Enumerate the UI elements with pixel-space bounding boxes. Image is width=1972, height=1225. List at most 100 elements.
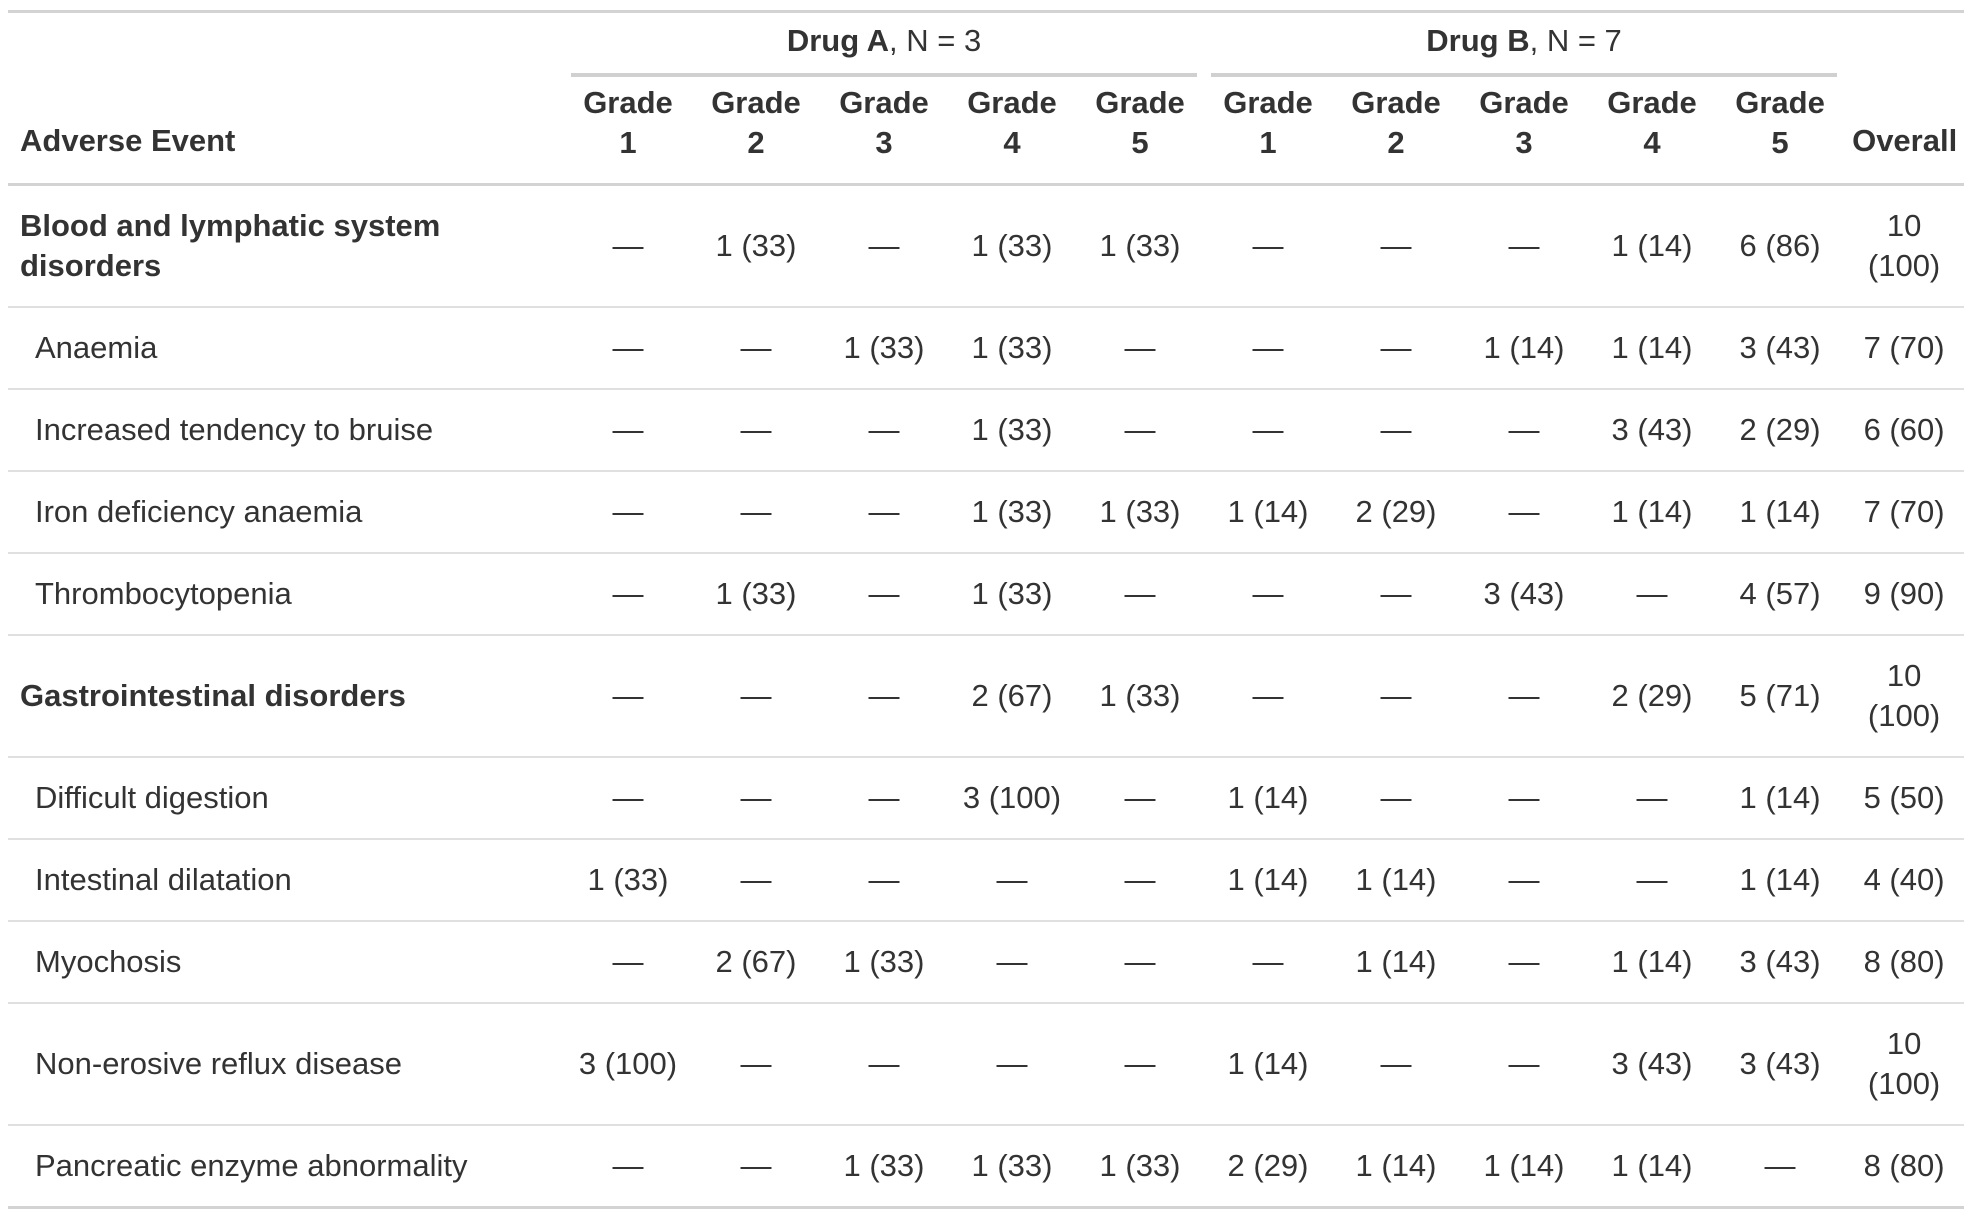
- table-cell: —: [612, 576, 644, 611]
- table-cell: 1 (14): [1611, 330, 1693, 365]
- table-cell: —: [1124, 780, 1156, 815]
- grade-column-header: Grade 2: [692, 77, 820, 185]
- grade-number: 5: [1771, 125, 1789, 160]
- table-cell: —: [612, 330, 644, 365]
- table-cell: —: [612, 678, 644, 713]
- row-label: Pancreatic enzyme abnormality: [35, 1148, 468, 1183]
- table-cell: 4 (57): [1739, 576, 1821, 611]
- table-cell: 2 (29): [1611, 678, 1693, 713]
- row-label: Myochosis: [35, 944, 182, 979]
- row-label: Gastrointestinal disorders: [20, 678, 406, 713]
- grade-column-header: Grade 5: [1716, 77, 1844, 185]
- table-cell: —: [1636, 780, 1668, 815]
- table-cell: 1 (14): [1611, 494, 1693, 529]
- table-cell: —: [868, 780, 900, 815]
- table-cell: 3 (43): [1739, 330, 1821, 365]
- drug-a-spanner-label: Drug A, N = 3: [571, 21, 1198, 77]
- table-cell: —: [1124, 944, 1156, 979]
- grade-word: Grade: [1479, 85, 1569, 120]
- table-cell: —: [1252, 944, 1284, 979]
- table-cell: 1 (14): [1483, 330, 1565, 365]
- grade-word: Grade: [583, 85, 673, 120]
- table-body: Blood and lymphatic system disorders — 1 (…: [8, 185, 1965, 1208]
- table-cell: 1 (14): [1739, 780, 1821, 815]
- table-cell: —: [868, 678, 900, 713]
- table-cell: —: [612, 494, 644, 529]
- table-cell: —: [612, 944, 644, 979]
- grade-column-header: Grade 4: [948, 77, 1076, 185]
- grade-number: 4: [1003, 125, 1021, 160]
- table-cell: 5 (50): [1863, 780, 1945, 815]
- table-cell: 7 (70): [1863, 330, 1945, 365]
- drug-b-name: Drug B: [1426, 23, 1530, 58]
- grade-number: 2: [1387, 125, 1405, 160]
- table-cell: —: [868, 494, 900, 529]
- table-cell: —: [996, 944, 1028, 979]
- table-cell: —: [1124, 862, 1156, 897]
- table-cell: 1 (33): [1099, 1148, 1181, 1183]
- table-cell: —: [740, 862, 772, 897]
- table-cell: 1 (33): [843, 944, 925, 979]
- table-cell: —: [868, 412, 900, 447]
- table-cell: —: [868, 862, 900, 897]
- table-cell: —: [1508, 228, 1540, 263]
- table-cell: 3 (43): [1611, 412, 1693, 447]
- row-label: Intestinal dilatation: [35, 862, 292, 897]
- grade-column-header: Grade 2: [1332, 77, 1460, 185]
- table-cell: 1 (14): [1739, 494, 1821, 529]
- table-cell: 1 (33): [1099, 678, 1181, 713]
- table-row: Pancreatic enzyme abnormality — — 1 (33) 1 (…: [8, 1125, 1964, 1208]
- drug-a-spanner: Drug A, N = 3: [564, 12, 1204, 77]
- table-cell: —: [1380, 780, 1412, 815]
- table-row: Blood and lymphatic system disorders — 1 (…: [8, 185, 1965, 307]
- table-cell: 3 (100): [578, 1046, 678, 1081]
- table-cell: 1 (33): [715, 228, 797, 263]
- grade-number: 5: [1131, 125, 1149, 160]
- table-cell: 1 (14): [1355, 862, 1437, 897]
- drug-b-n: , N = 7: [1529, 23, 1622, 58]
- table-cell: —: [1508, 862, 1540, 897]
- grade-word: Grade: [967, 85, 1057, 120]
- table-cell: 9 (90): [1863, 576, 1945, 611]
- table-cell: —: [1252, 678, 1284, 713]
- table-cell: —: [1380, 678, 1412, 713]
- grade-word: Grade: [1223, 85, 1313, 120]
- table-cell: —: [1636, 862, 1668, 897]
- table-cell: 1 (14): [1483, 1148, 1565, 1183]
- table-cell: 1 (14): [1611, 944, 1693, 979]
- table-cell: —: [1508, 494, 1540, 529]
- table-cell: —: [996, 1046, 1028, 1081]
- table-cell: 1 (33): [971, 228, 1053, 263]
- row-label: Increased tendency to bruise: [35, 412, 434, 447]
- table-cell: —: [612, 1148, 644, 1183]
- table-row: Difficult digestion — — — 3 (100) — 1 (14) — — — 1…: [8, 757, 1965, 839]
- table-cell: —: [740, 1046, 772, 1081]
- table-row: Intestinal dilatation 1 (33) — — — — 1 (14) 1 (…: [8, 839, 1965, 921]
- table-cell: 1 (33): [1099, 494, 1181, 529]
- grade-word: Grade: [711, 85, 801, 120]
- table-cell: 1 (14): [1355, 944, 1437, 979]
- table-cell: —: [612, 780, 644, 815]
- row-label: Iron deficiency anaemia: [35, 494, 363, 529]
- table-cell: —: [996, 862, 1028, 897]
- table-cell: —: [740, 330, 772, 365]
- table-cell: —: [740, 412, 772, 447]
- row-label: Non-erosive reflux disease: [35, 1046, 403, 1081]
- adverse-events-table: Adverse Event Drug A, N = 3 Drug B, N = …: [8, 10, 1965, 1209]
- table-cell: —: [1124, 1046, 1156, 1081]
- row-label: Blood and lymphatic system disorders: [20, 208, 441, 283]
- table-cell: —: [1636, 576, 1668, 611]
- table-cell: 1 (14): [1227, 494, 1309, 529]
- table-row: Gastrointestinal disorders — — — 2 (67) 1 (33…: [8, 635, 1965, 757]
- table-cell: —: [1252, 412, 1284, 447]
- grade-header-row: Grade 1 Grade 2 Grade 3 Grade 4 Grade 5 Grade 1 Grad…: [8, 77, 1964, 185]
- overall-column-header: Overall: [1852, 123, 1958, 158]
- table-cell: 2 (29): [1355, 494, 1437, 529]
- table-cell: —: [612, 412, 644, 447]
- table-cell: 1 (33): [843, 330, 925, 365]
- table-cell: 1 (14): [1739, 862, 1821, 897]
- table-cell: —: [1508, 678, 1540, 713]
- grade-word: Grade: [1095, 85, 1185, 120]
- row-label: Difficult digestion: [35, 780, 269, 815]
- grade-number: 1: [619, 125, 637, 160]
